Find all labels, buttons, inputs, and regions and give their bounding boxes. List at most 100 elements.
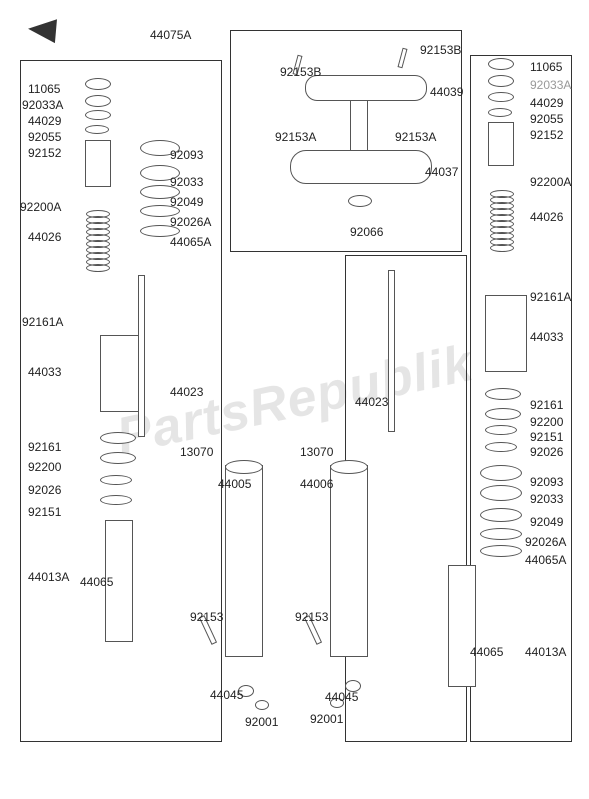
part-shape xyxy=(100,495,132,505)
part-label: 44013A xyxy=(525,645,566,659)
part-label: 92153B xyxy=(420,43,461,57)
part-label: 92161 xyxy=(28,440,61,454)
part-label: 92161 xyxy=(530,398,563,412)
part-shape xyxy=(485,425,517,435)
fork-top-left xyxy=(225,460,263,474)
part-label: 44023 xyxy=(170,385,203,399)
fork-top-right xyxy=(330,460,368,474)
part-label: 44065A xyxy=(170,235,211,249)
part-label: 11065 xyxy=(28,82,60,96)
part-label: 11065 xyxy=(530,60,562,74)
part-shape xyxy=(85,110,111,120)
parts-diagram: PartsRepublik 44075A92153B92153B44039110… xyxy=(0,0,589,799)
part-label: 44039 xyxy=(430,85,463,99)
part-shape xyxy=(330,465,368,657)
part-shape xyxy=(488,75,514,87)
part-shape xyxy=(480,485,522,501)
part-shape xyxy=(485,295,527,372)
part-shape xyxy=(485,442,517,452)
back-arrow-icon xyxy=(27,17,57,43)
part-label: 92033A xyxy=(530,78,571,92)
part-label: 92200 xyxy=(530,415,563,429)
part-shape xyxy=(488,122,514,166)
part-label: 92001 xyxy=(310,712,343,726)
part-label: 92151 xyxy=(530,430,563,444)
part-label: 44029 xyxy=(28,114,61,128)
part-label: 13070 xyxy=(180,445,213,459)
part-shape xyxy=(480,508,522,522)
part-label: 44005 xyxy=(218,477,251,491)
part-label: 92026 xyxy=(530,445,563,459)
part-label: 92093 xyxy=(170,148,203,162)
part-label: 92153A xyxy=(395,130,436,144)
part-shape xyxy=(100,335,142,412)
part-label: 92049 xyxy=(170,195,203,209)
part-shape xyxy=(85,125,109,134)
part-label: 44026 xyxy=(28,230,61,244)
part-shape xyxy=(388,270,395,432)
stem-seal xyxy=(348,195,372,207)
spring-icon xyxy=(490,190,514,250)
part-label: 92152 xyxy=(530,128,563,142)
part-shape xyxy=(85,140,111,187)
top-bracket xyxy=(305,75,427,101)
part-label: 44045 xyxy=(210,688,243,702)
part-label: 92026 xyxy=(28,483,61,497)
part-label: 44023 xyxy=(355,395,388,409)
part-shape xyxy=(85,95,111,107)
part-label: 92033A xyxy=(22,98,63,112)
part-label: 13070 xyxy=(300,445,333,459)
part-shape xyxy=(448,565,476,687)
part-shape xyxy=(480,545,522,557)
part-label: 92153 xyxy=(295,610,328,624)
part-shape xyxy=(488,58,514,70)
part-label: 92200A xyxy=(530,175,571,189)
part-shape xyxy=(480,528,522,540)
part-shape xyxy=(225,465,263,657)
part-label: 92093 xyxy=(530,475,563,489)
part-label: 92055 xyxy=(530,112,563,126)
part-label: 92026A xyxy=(525,535,566,549)
spring-icon xyxy=(86,210,110,270)
part-label: 92026A xyxy=(170,215,211,229)
bottom-bracket xyxy=(290,150,432,184)
part-label: 92153B xyxy=(280,65,321,79)
part-label: 44033 xyxy=(530,330,563,344)
part-label: 92033 xyxy=(170,175,203,189)
part-label: 92153A xyxy=(275,130,316,144)
part-shape xyxy=(100,475,132,485)
part-shape xyxy=(485,408,521,420)
part-shape xyxy=(485,388,521,400)
part-label: 92055 xyxy=(28,130,61,144)
part-shape xyxy=(100,452,136,464)
part-label: 92049 xyxy=(530,515,563,529)
part-label: 44075A xyxy=(150,28,191,42)
part-label: 44029 xyxy=(530,96,563,110)
part-label: 92152 xyxy=(28,146,61,160)
part-shape xyxy=(100,432,136,444)
part-label: 92200A xyxy=(20,200,61,214)
part-shape xyxy=(85,78,111,90)
part-label: 44006 xyxy=(300,477,333,491)
part-label: 44037 xyxy=(425,165,458,179)
part-shape xyxy=(138,275,145,437)
part-label: 44026 xyxy=(530,210,563,224)
part-label: 44033 xyxy=(28,365,61,379)
part-shape xyxy=(480,465,522,481)
part-shape xyxy=(488,108,512,117)
part-label: 92153 xyxy=(190,610,223,624)
steering-stem xyxy=(350,100,368,157)
part-label: 92200 xyxy=(28,460,61,474)
part-label: 44013A xyxy=(28,570,69,584)
part-label: 92033 xyxy=(530,492,563,506)
part-label: 92161A xyxy=(22,315,63,329)
part-label: 44065 xyxy=(470,645,503,659)
part-label: 92066 xyxy=(350,225,383,239)
part-label: 44065A xyxy=(525,553,566,567)
part-label: 92001 xyxy=(245,715,278,729)
part-shape xyxy=(488,92,514,102)
washer-left xyxy=(255,700,269,710)
part-label: 92161A xyxy=(530,290,571,304)
part-label: 44045 xyxy=(325,690,358,704)
part-label: 44065 xyxy=(80,575,113,589)
